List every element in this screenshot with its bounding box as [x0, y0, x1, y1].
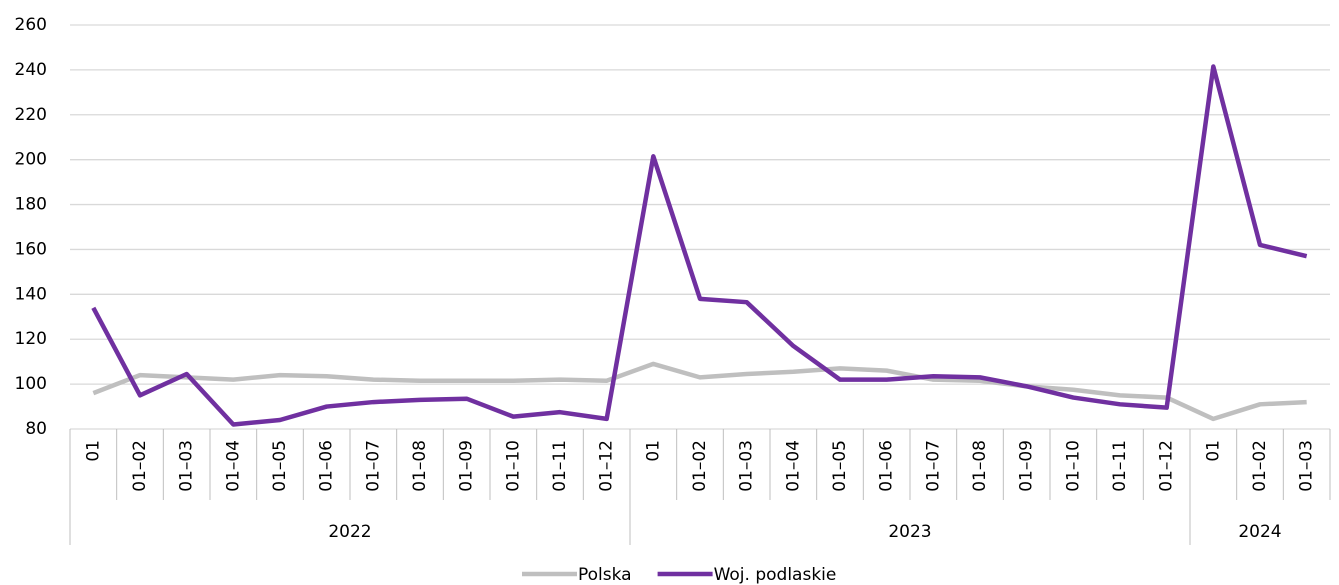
y-tick-label: 220	[15, 105, 47, 125]
group-label: 2024	[1238, 522, 1281, 542]
x-tick-label: 01–10	[1063, 440, 1083, 492]
x-tick-label: 01–09	[1017, 440, 1037, 492]
x-tick-label: 01–03	[737, 440, 757, 492]
y-tick-label: 180	[15, 195, 47, 215]
y-tick-label: 120	[15, 329, 47, 349]
series-line	[92, 361, 1307, 422]
y-tick-label: 160	[15, 239, 47, 259]
x-tick-label: 01	[1203, 440, 1223, 462]
y-tick-label: 240	[15, 60, 47, 80]
x-tick-label: 01–09	[457, 440, 477, 492]
x-tick-label: 01–02	[690, 440, 710, 492]
legend-label: Polska	[578, 565, 632, 585]
x-tick-label: 01–08	[410, 440, 430, 492]
x-tick-label: 01–03	[1297, 440, 1317, 492]
x-tick-label: 01	[83, 440, 103, 462]
x-tick-label: 01–04	[783, 440, 803, 492]
y-tick-label: 140	[15, 284, 47, 304]
x-tick-label: 01–02	[1250, 440, 1270, 492]
x-tick-label: 01–04	[223, 440, 243, 492]
x-tick-label: 01–06	[877, 440, 897, 492]
x-tick-label: 01–11	[1110, 440, 1130, 492]
x-tick-label: 01–05	[270, 440, 290, 492]
x-tick-label: 01–12	[1157, 440, 1177, 492]
y-tick-label: 260	[15, 15, 47, 35]
x-tick-label: 01	[643, 440, 663, 462]
y-tick-label: 100	[15, 374, 47, 394]
x-tick-label: 01–03	[177, 440, 197, 492]
group-label: 2022	[328, 522, 371, 542]
x-tick-label: 01–06	[317, 440, 337, 492]
group-label: 2023	[888, 522, 931, 542]
x-tick-label: 01–07	[923, 440, 943, 492]
series-line	[91, 64, 1308, 427]
y-tick-label: 80	[25, 419, 47, 439]
x-tick-label: 01–05	[830, 440, 850, 492]
x-tick-label: 01–10	[503, 440, 523, 492]
legend-label: Woj. podlaskie	[714, 565, 837, 585]
x-tick-label: 01–11	[550, 440, 570, 492]
y-tick-label: 200	[15, 150, 47, 170]
x-tick-label: 01–12	[597, 440, 617, 492]
x-tick-label: 01–02	[130, 440, 150, 492]
x-tick-label: 01–08	[970, 440, 990, 492]
x-tick-label: 01–07	[363, 440, 383, 492]
